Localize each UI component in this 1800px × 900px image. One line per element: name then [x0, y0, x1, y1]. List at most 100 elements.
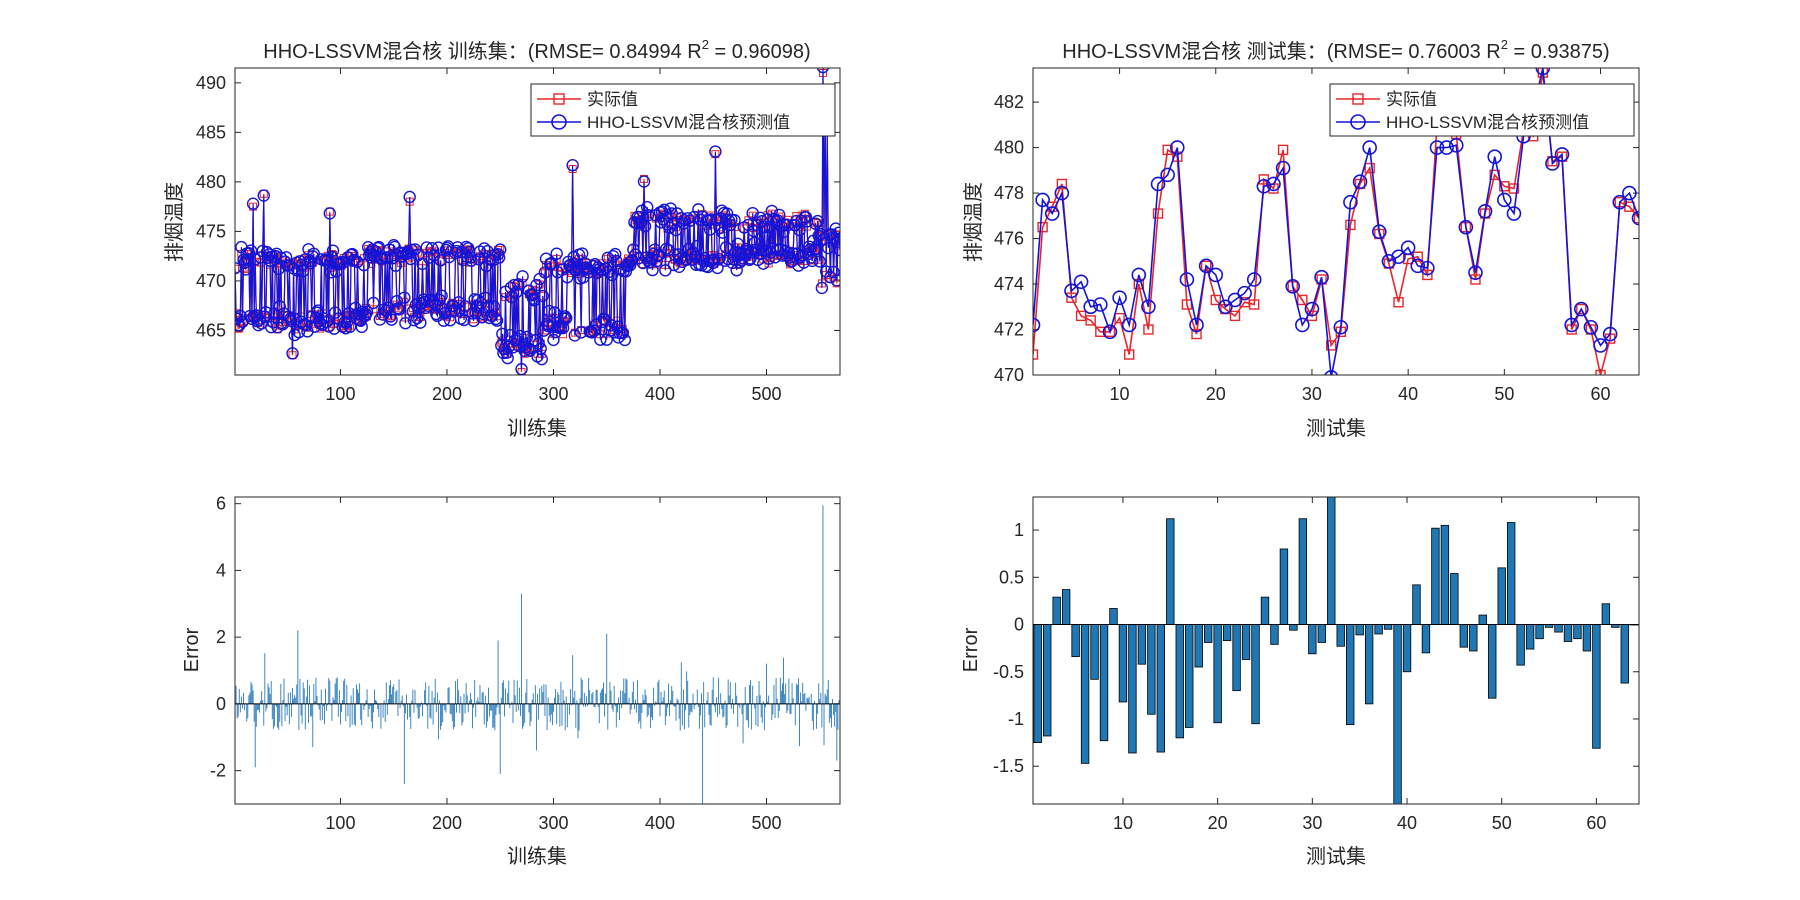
point-actual [1470, 274, 1481, 285]
point-predicted [1054, 185, 1070, 201]
legend-actual-label: 实际值 [1386, 90, 1437, 109]
point-predicted [1371, 224, 1387, 240]
point-predicted [389, 259, 403, 272]
error-bar [1118, 624, 1128, 703]
point-predicted [432, 241, 445, 254]
error-bar [1166, 518, 1175, 625]
point-predicted [516, 270, 529, 283]
error-bar [1393, 624, 1402, 804]
point-predicted [782, 246, 796, 260]
point-predicted [601, 251, 614, 264]
point-predicted [815, 281, 829, 295]
point-predicted [490, 314, 504, 327]
error-bar [1346, 624, 1355, 726]
error-bar [1497, 567, 1506, 625]
error-bar [1516, 624, 1525, 666]
test-err-xlabel: 测试集 [1306, 845, 1366, 868]
point-predicted [1064, 283, 1079, 299]
point-predicted [813, 255, 826, 268]
point-predicted [1169, 140, 1185, 155]
point-predicted [777, 225, 790, 239]
point-predicted [286, 347, 299, 360]
point-predicted [340, 316, 354, 329]
y-tick-label: -1.5 [993, 756, 1024, 776]
error-bar [1364, 624, 1374, 705]
point-predicted [806, 254, 819, 268]
x-tick-label: 100 [325, 384, 355, 404]
point-predicted [1420, 260, 1435, 276]
point-predicted [803, 243, 817, 256]
point-predicted [1275, 160, 1291, 176]
point-predicted [1035, 192, 1050, 208]
point-actual [1249, 299, 1260, 310]
legend-actual-label: 实际值 [587, 90, 638, 109]
point-predicted [1429, 140, 1445, 155]
y-tick-label: 465 [196, 320, 226, 340]
train-pred-series [235, 68, 840, 375]
x-tick-label: 30 [1302, 384, 1322, 404]
error-bar [1459, 624, 1469, 648]
point-actual [1393, 297, 1404, 308]
point-predicted [1314, 269, 1329, 285]
point-predicted [747, 224, 760, 238]
point-predicted [696, 210, 709, 223]
point-predicted [809, 217, 822, 230]
point-predicted [1448, 138, 1464, 153]
error-bar [1033, 624, 1042, 743]
point-predicted [728, 214, 741, 227]
point-actual [1191, 328, 1202, 340]
error-bar [1308, 624, 1317, 655]
point-predicted [660, 242, 673, 255]
test-pred-y-ticks: 470 472 474 476 478 480 482 [994, 92, 1639, 385]
point-predicted [348, 253, 361, 267]
point-predicted [587, 324, 601, 337]
point-predicted [1573, 301, 1589, 317]
point-predicted [711, 261, 724, 275]
point-predicted [483, 311, 496, 325]
x-tick-label: 40 [1398, 384, 1418, 404]
error-bar [1620, 624, 1629, 684]
error-bar [1554, 624, 1563, 633]
point-predicted [793, 223, 806, 237]
point-predicted [1295, 317, 1310, 333]
point-predicted [259, 306, 273, 319]
error-bar [1327, 497, 1336, 625]
error-bar [1563, 624, 1573, 642]
train-pred-x-ticks: 100 200 300 400 500 [325, 68, 782, 404]
y-tick-label: 0 [216, 694, 226, 714]
error-bar [1137, 624, 1147, 665]
y-tick-label: -2 [210, 761, 226, 781]
point-predicted [1160, 167, 1175, 183]
point-predicted [434, 254, 447, 267]
x-tick-label: 300 [538, 813, 568, 833]
point-predicted [704, 213, 718, 226]
point-predicted [403, 190, 416, 204]
train-pred-xlabel: 训练集 [507, 417, 567, 440]
point-predicted [249, 253, 262, 266]
error-bar [1601, 603, 1611, 625]
error-bar [1402, 624, 1412, 673]
error-bar [1573, 624, 1582, 640]
x-tick-label: 200 [432, 384, 462, 404]
point-predicted [721, 252, 735, 266]
y-tick-label: 475 [196, 221, 226, 241]
point-predicted [674, 252, 687, 265]
point-predicted [560, 311, 573, 325]
error-bar [1251, 624, 1260, 725]
point-predicted [1179, 272, 1195, 287]
test-pred-legend: 实际值 HHO-LSSVM混合核预测值 [1329, 83, 1635, 137]
test-pred-xlabel: 测试集 [1306, 417, 1366, 440]
point-predicted [458, 300, 472, 313]
y-tick-label: 482 [994, 92, 1024, 112]
point-predicted [465, 254, 478, 267]
point-predicted [1266, 176, 1281, 192]
train-err-y-ticks: -2 0 2 4 6 [210, 494, 840, 781]
point-predicted [543, 304, 556, 318]
y-tick-label: 476 [994, 229, 1024, 249]
point-predicted [1535, 68, 1551, 76]
point-predicted [274, 251, 288, 264]
point-predicted [831, 235, 840, 248]
point-predicted [1033, 317, 1041, 333]
point-predicted [425, 242, 439, 255]
point-predicted [521, 342, 535, 356]
